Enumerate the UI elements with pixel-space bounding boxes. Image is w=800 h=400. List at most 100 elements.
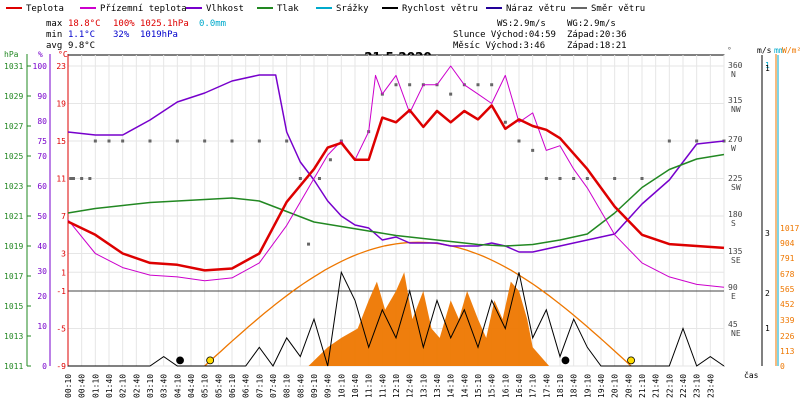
wind-dir-dot (572, 177, 576, 180)
stats-block: max 18.8°C 100% 1025.1hPa 0.0mm min 1.1°… (46, 19, 226, 51)
degc-tick: 11 (56, 175, 66, 184)
legend-label: Přízemní teplota (100, 4, 187, 14)
wm2-tick: 113 (780, 347, 795, 356)
wind-dir-dot (640, 177, 644, 180)
pct-tick: 80 (37, 117, 47, 126)
degc-tick: 15 (56, 137, 66, 146)
x-tick: 17:40 (542, 374, 551, 398)
x-tick: 13:10 (419, 374, 428, 398)
wind-ws: WS:2.9m/s (497, 19, 546, 29)
pct-tick: 60 (37, 182, 47, 191)
x-tick: 09:40 (324, 374, 333, 398)
wind-dir-dot (148, 139, 152, 143)
dir-tick-name: NE (731, 329, 741, 338)
wm2-tick: 226 (780, 332, 795, 341)
wind-dir-dot (394, 83, 398, 87)
x-tick: 21:10 (638, 374, 647, 398)
dir-tick-deg: 180 (728, 210, 743, 219)
mm-axis-title: mm (774, 46, 784, 55)
hpa-tick: 1013 (4, 332, 23, 341)
moon-set-marker (561, 356, 570, 365)
wm2-tick: 1017 (780, 224, 799, 233)
hpa-tick: 1021 (4, 212, 23, 221)
wm2-tick: 0 (780, 362, 785, 371)
x-tick: 22:10 (665, 374, 674, 398)
hpa-tick: 1015 (4, 302, 23, 311)
hpa-tick: 1027 (4, 122, 23, 131)
stats-max-hum: 100% (113, 19, 135, 29)
pct-tick: 50 (37, 212, 47, 221)
dir-tick-deg: 225 (728, 174, 743, 183)
wm2-axis-title: W/m² (782, 46, 800, 55)
hpa-tick: 1011 (4, 362, 23, 371)
wind-dir-dot (408, 83, 412, 87)
ms-tick: 1 (765, 64, 770, 73)
pct-tick: 40 (37, 242, 47, 251)
legend: Teplota Přízemní teplota Vlhkost Tlak Srážky… (6, 4, 645, 14)
wind-dir-dot (503, 120, 507, 124)
wind-dir-dot (121, 139, 125, 143)
x-tick: 00:10 (64, 374, 73, 398)
dir-tick-deg: 45 (728, 320, 738, 329)
dir-tick-deg: 135 (728, 247, 743, 256)
moon-rise-marker (176, 356, 184, 365)
wind-dir-dot (695, 139, 699, 143)
wm2-tick: 791 (780, 254, 795, 263)
stats-avg-label: avg (46, 41, 62, 51)
stats-max-temp: 18.8°C (68, 19, 101, 29)
x-tick: 03:40 (160, 374, 169, 398)
hpa-tick: 1031 (4, 62, 23, 71)
x-tick: 15:40 (488, 374, 497, 398)
x-tick: 05:10 (201, 374, 210, 398)
stats-min-press: 1019hPa (140, 30, 178, 40)
x-tick: 23:40 (706, 374, 715, 398)
wm2-tick: 904 (780, 239, 795, 248)
x-tick: 11:10 (365, 374, 374, 398)
hpa-tick: 1029 (4, 92, 23, 101)
x-tick: 07:40 (269, 374, 278, 398)
stats-max-press: 1025.1hPa (140, 19, 189, 29)
x-tick: 08:40 (296, 374, 305, 398)
x-tick: 17:10 (529, 374, 538, 398)
x-tick: 19:10 (583, 374, 592, 398)
wm2-tick: 565 (780, 285, 795, 294)
series-wind-speed (68, 270, 725, 367)
wind-dir-dot (298, 177, 302, 180)
degc-axis-title: °C (58, 50, 68, 59)
stats-max-label: max (46, 19, 63, 29)
wind-dir-dot (203, 139, 207, 143)
x-tick: 20:10 (611, 374, 620, 398)
dir-tick-deg: 315 (728, 96, 743, 105)
wind-dir-dot (107, 139, 111, 143)
legend-label: Rychlost větru (402, 4, 478, 14)
x-tick: 01:40 (105, 374, 114, 398)
legend-label: Teplota (26, 4, 64, 14)
dir-tick-name: E (731, 292, 736, 301)
x-tick: 03:10 (146, 374, 155, 398)
series-humidity (67, 74, 725, 253)
wind-dir-dot (71, 177, 75, 180)
sun-rise: Slunce Východ:04:59 (453, 30, 556, 40)
pct-tick: 100 (33, 62, 48, 71)
series-ground-temp (67, 65, 725, 288)
ms-tick: 3 (765, 229, 770, 238)
pct-tick: 75 (37, 137, 47, 146)
x-tick: 16:40 (515, 374, 524, 398)
ms-tick: 2 (765, 289, 770, 298)
wind-dir-dot (517, 139, 521, 143)
pct-tick: 20 (37, 292, 47, 301)
wind-dir-dot (69, 177, 73, 180)
degc-tick: -5 (56, 325, 66, 334)
wind-dir-dot (307, 242, 311, 246)
wind-dir-dot (93, 139, 97, 143)
stats-min-temp: 1.1°C (68, 30, 95, 40)
wind-dir-dot (317, 177, 321, 180)
x-tick: 15:10 (474, 374, 483, 398)
x-tick: 06:40 (242, 374, 251, 398)
degc-tick: 1 (61, 268, 66, 277)
wind-dir-dot (230, 139, 234, 143)
stats-min-hum: 32% (113, 30, 130, 40)
wind-dir-dot (544, 177, 548, 180)
